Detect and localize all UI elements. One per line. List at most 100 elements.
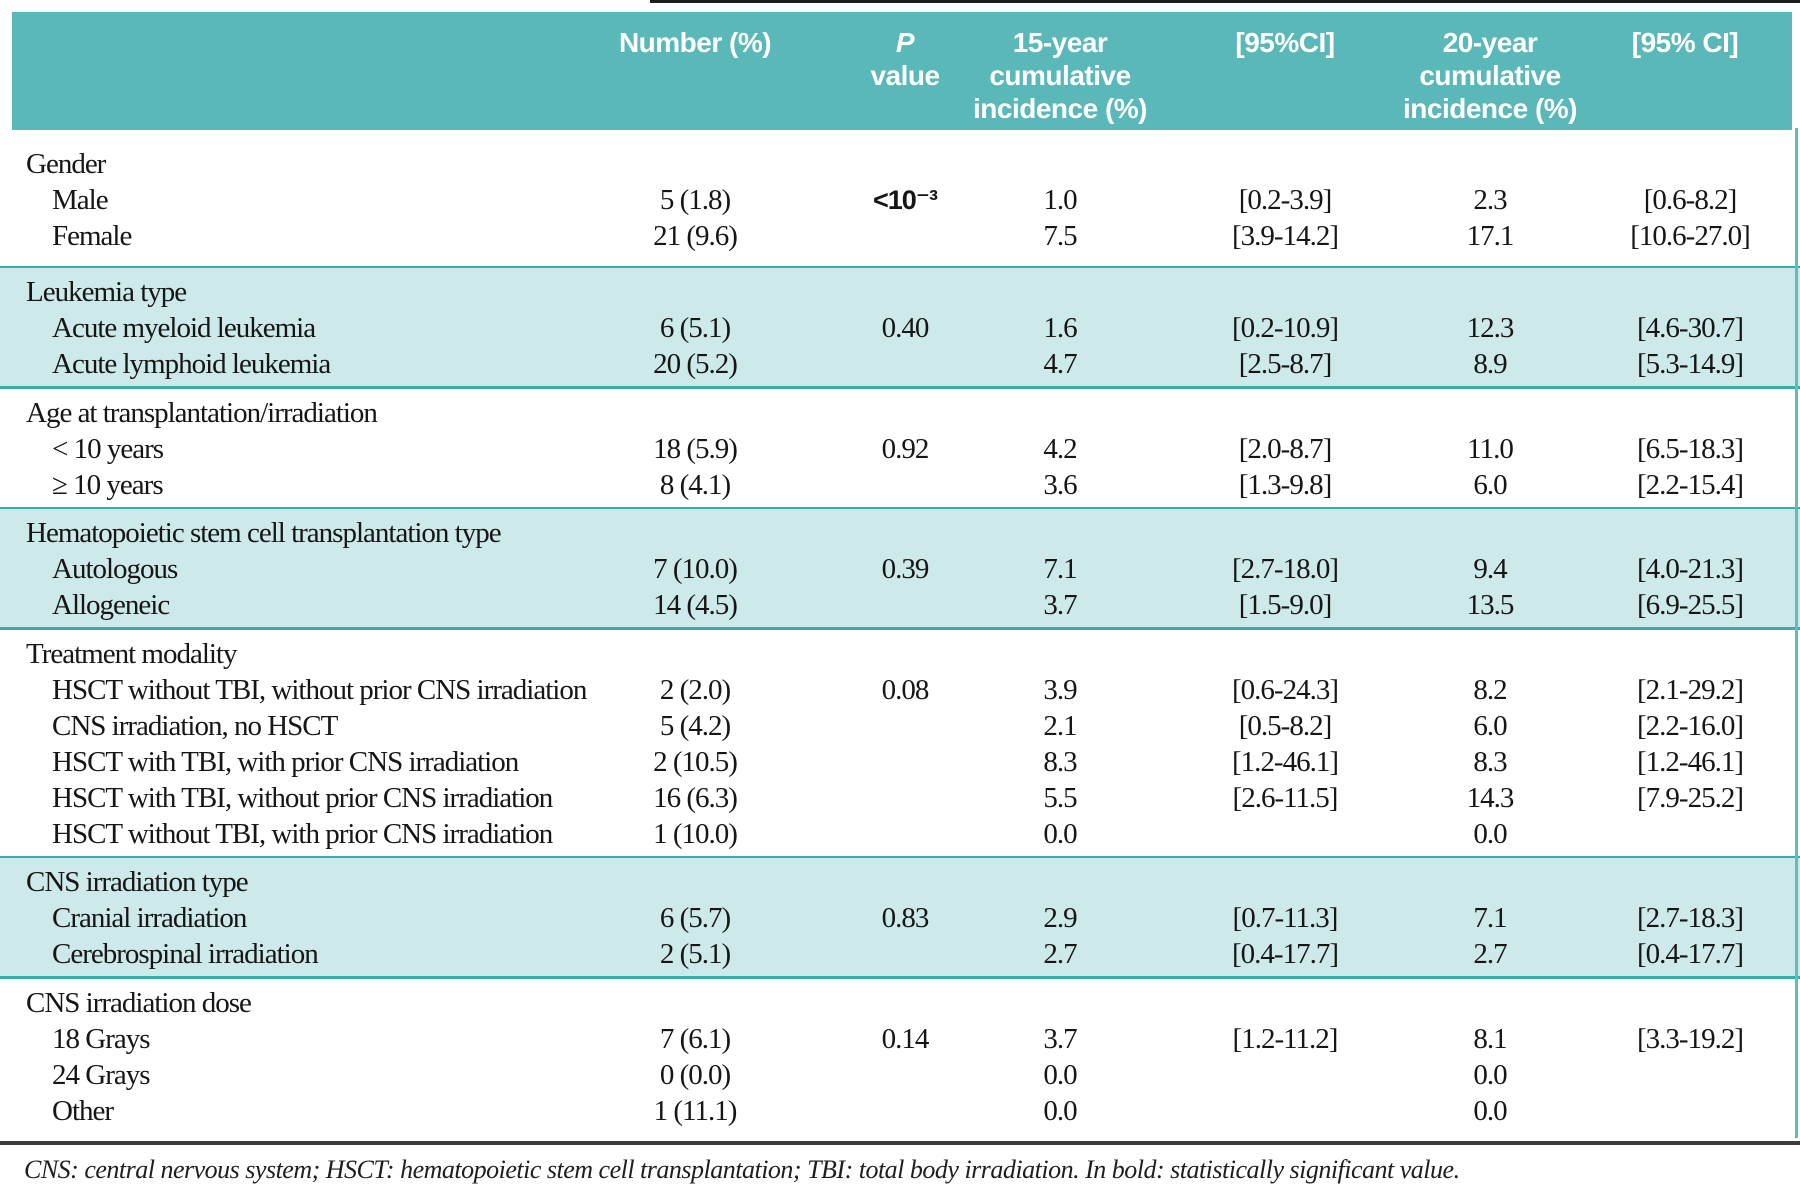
row-label: < 10 years [52, 433, 164, 465]
table-section: Gender Male 5 (1.8) <10⁻³ 1.0 [0.2-3.9] … [0, 130, 1800, 266]
cell-ci-15: [0.4-17.7] [1232, 938, 1339, 970]
header-15yr-incidence: 15-year cumulative incidence (%) [973, 27, 1147, 124]
cell-ci-20: [0.6-8.2] [1643, 184, 1737, 216]
cell-ci-15: [3.9-14.2] [1232, 220, 1339, 252]
header-ci-20: [95% CI] [1631, 27, 1739, 58]
cell-number: 16 (6.3) [653, 782, 738, 814]
section-label: Gender [26, 148, 106, 180]
footnote-rule [0, 1141, 1800, 1145]
cell-ci-20: [5.3-14.9] [1637, 348, 1744, 380]
header-ci-15: [95%CI] [1235, 27, 1335, 58]
cell-number: 20 (5.2) [653, 348, 738, 380]
cell-incidence-20: 11.0 [1467, 433, 1514, 465]
cell-incidence-15: 7.1 [1043, 553, 1077, 585]
cell-incidence-20: 13.5 [1466, 589, 1515, 621]
cell-incidence-15: 1.0 [1043, 184, 1077, 216]
cell-number: 8 (4.1) [659, 469, 731, 501]
cell-number: 6 (5.7) [659, 902, 731, 934]
section-rows: Autologous 7 (10.0) 0.39 7.1 [2.7-18.0] … [0, 551, 1800, 623]
cell-incidence-20: 8.3 [1473, 746, 1507, 778]
right-border [1795, 128, 1798, 1138]
row-label: Cranial irradiation [52, 902, 247, 934]
row-label: Male [52, 184, 109, 216]
cell-incidence-15: 3.7 [1043, 1023, 1077, 1055]
table-header-row: Number (%) P value 15-year cumulative in… [12, 12, 1792, 130]
header-p-value: P value [860, 12, 950, 92]
cell-ci-15: [2.0-8.7] [1238, 433, 1332, 465]
table-row: Acute lymphoid leukemia 20 (5.2) 4.7 [2.… [0, 346, 1800, 382]
cell-incidence-15: 1.6 [1043, 312, 1077, 344]
cell-incidence-20: 8.9 [1473, 348, 1507, 380]
table-row: Female 21 (9.6) 7.5 [3.9-14.2] 17.1 [10.… [0, 218, 1800, 254]
cell-p-value: 0.39 [881, 553, 930, 585]
table-row: Autologous 7 (10.0) 0.39 7.1 [2.7-18.0] … [0, 551, 1800, 587]
row-label: 24 Grays [52, 1059, 151, 1091]
cell-ci-20: [2.7-18.3] [1637, 902, 1744, 934]
cell-number: 0 (0.0) [659, 1059, 731, 1091]
table-row: Cerebrospinal irradiation 2 (5.1) 2.7 [0… [0, 936, 1800, 972]
cell-number: 5 (4.2) [659, 710, 731, 742]
row-label: Cerebrospinal irradiation [52, 938, 319, 970]
cell-ci-15: [0.2-10.9] [1232, 312, 1339, 344]
cell-incidence-15: 2.1 [1043, 710, 1077, 742]
cell-incidence-20: 8.2 [1473, 674, 1507, 706]
cell-incidence-15: 3.9 [1043, 674, 1077, 706]
cell-number: 14 (4.5) [653, 589, 738, 621]
table-body: Gender Male 5 (1.8) <10⁻³ 1.0 [0.2-3.9] … [0, 130, 1800, 1133]
section-rows: Acute myeloid leukemia 6 (5.1) 0.40 1.6 … [0, 310, 1800, 382]
section-label: Leukemia type [26, 276, 187, 308]
cell-ci-15: [0.7-11.3] [1232, 902, 1339, 934]
cell-ci-20: [2.1-29.2] [1637, 674, 1744, 706]
footnote: CNS: central nervous system; HSCT: hemat… [24, 1155, 1460, 1184]
cell-ci-20: [3.3-19.2] [1637, 1023, 1744, 1055]
header-p-italic: P [895, 27, 915, 58]
table-row: Other 1 (11.1) 0.0 0.0 [0, 1093, 1800, 1129]
cell-incidence-15: 2.9 [1043, 902, 1077, 934]
cell-number: 7 (10.0) [653, 553, 738, 585]
cell-incidence-20: 8.1 [1473, 1023, 1507, 1055]
cell-incidence-20: 6.0 [1473, 710, 1507, 742]
row-label: HSCT with TBI, with prior CNS irradiatio… [52, 746, 519, 778]
row-label: Other [52, 1095, 114, 1127]
cell-p-value: 0.14 [881, 1023, 930, 1055]
section-label: CNS irradiation dose [26, 987, 252, 1019]
section-rows: HSCT without TBI, without prior CNS irra… [0, 672, 1800, 852]
cell-incidence-20: 2.3 [1473, 184, 1507, 216]
cell-incidence-20: 14.3 [1466, 782, 1515, 814]
cell-number: 2 (10.5) [653, 746, 738, 778]
section-rows: Cranial irradiation 6 (5.7) 0.83 2.9 [0.… [0, 900, 1800, 972]
section-label: Age at transplantation/irradiation [26, 397, 378, 429]
row-label: Female [52, 220, 132, 252]
table-row: Cranial irradiation 6 (5.7) 0.83 2.9 [0.… [0, 900, 1800, 936]
cell-incidence-20: 0.0 [1473, 1095, 1507, 1127]
header-20yr-incidence: 20-year cumulative incidence (%) [1403, 27, 1577, 124]
table-row: Male 5 (1.8) <10⁻³ 1.0 [0.2-3.9] 2.3 [0.… [0, 182, 1800, 218]
cell-incidence-20: 12.3 [1466, 312, 1515, 344]
row-label: Acute lymphoid leukemia [52, 348, 331, 380]
cell-ci-20: [10.6-27.0] [1630, 220, 1750, 252]
cell-ci-20: [6.9-25.5] [1637, 589, 1744, 621]
table-section: Leukemia type Acute myeloid leukemia 6 (… [0, 266, 1800, 389]
section-rows: Male 5 (1.8) <10⁻³ 1.0 [0.2-3.9] 2.3 [0.… [0, 182, 1800, 254]
cell-ci-15: [2.5-8.7] [1238, 348, 1332, 380]
section-label: Treatment modality [26, 638, 238, 670]
cell-ci-15: [1.2-11.2] [1232, 1023, 1339, 1055]
table-section: CNS irradiation type Cranial irradiation… [0, 856, 1800, 979]
cell-incidence-15: 4.7 [1043, 348, 1077, 380]
cell-p-value: <10⁻³ [872, 185, 938, 215]
table-section: Hematopoietic stem cell transplantation … [0, 507, 1800, 630]
row-label: HSCT without TBI, without prior CNS irra… [52, 674, 587, 706]
cell-incidence-15: 3.7 [1043, 589, 1077, 621]
cell-number: 2 (5.1) [659, 938, 731, 970]
cell-ci-15: [2.7-18.0] [1232, 553, 1339, 585]
cell-ci-20: [2.2-15.4] [1637, 469, 1744, 501]
table-section: CNS irradiation dose 18 Grays 7 (6.1) 0.… [0, 979, 1800, 1133]
cell-number: 1 (10.0) [653, 818, 738, 850]
cell-incidence-15: 4.2 [1043, 433, 1077, 465]
cell-number: 21 (9.6) [653, 220, 738, 252]
cell-ci-20: [0.4-17.7] [1637, 938, 1744, 970]
cell-p-value: 0.83 [881, 902, 930, 934]
cell-p-value: 0.08 [881, 674, 930, 706]
cell-number: 6 (5.1) [659, 312, 731, 344]
